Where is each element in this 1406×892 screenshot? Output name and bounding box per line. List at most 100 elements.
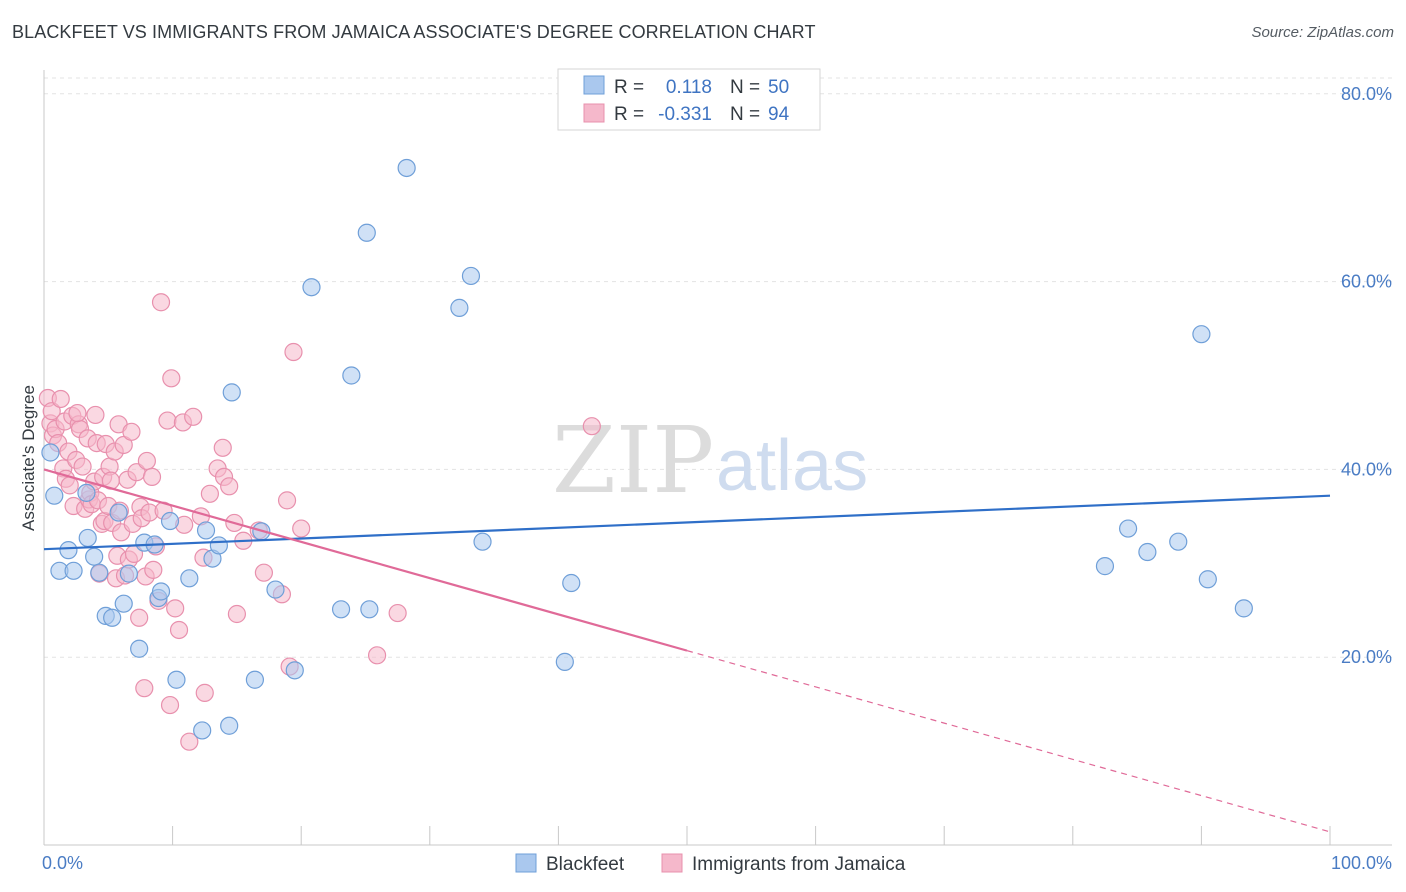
point-immigrants-from-jamaica-17 <box>73 457 92 476</box>
point-blackfeet-5 <box>78 528 97 548</box>
point-blackfeet-12 <box>119 564 138 583</box>
point-blackfeet-17 <box>151 582 171 601</box>
point-blackfeet-10 <box>109 503 128 522</box>
point-blackfeet-47 <box>1198 570 1217 589</box>
point-blackfeet-37 <box>450 298 469 317</box>
point-blackfeet-7 <box>90 563 109 582</box>
chart-source: Source: ZipAtlas.com <box>1251 24 1394 41</box>
point-blackfeet-33 <box>342 366 361 385</box>
point-immigrants-from-jamaica-66 <box>166 599 185 618</box>
point-blackfeet-2 <box>59 541 78 560</box>
legend-r-value-pink: -0.331 <box>658 104 712 125</box>
legend-swatch-blue <box>583 75 605 95</box>
trend-line-blackfeet <box>43 494 1331 551</box>
point-immigrants-from-jamaica-90 <box>367 646 387 665</box>
point-blackfeet-44 <box>1138 542 1157 562</box>
bottom-legend-label-jamaica: Immigrants from Jamaica <box>692 854 906 875</box>
point-immigrants-from-jamaica-71 <box>184 407 203 426</box>
point-blackfeet-32 <box>331 600 351 619</box>
point-immigrants-from-jamaica-79 <box>220 477 239 496</box>
x-tick-label-max: 100.0% <box>1331 853 1392 873</box>
point-blackfeet-29 <box>266 580 285 599</box>
point-immigrants-from-jamaica-70 <box>180 732 199 751</box>
point-blackfeet-25 <box>220 716 239 735</box>
point-immigrants-from-jamaica-93 <box>68 403 87 423</box>
point-blackfeet-6 <box>85 547 104 566</box>
point-immigrants-from-jamaica-65 <box>162 369 181 388</box>
point-blackfeet-31 <box>302 278 321 297</box>
point-immigrants-from-jamaica-64 <box>160 695 180 715</box>
point-blackfeet-22 <box>196 521 216 540</box>
bottom-legend-swatch-jamaica <box>661 853 683 873</box>
point-blackfeet-9 <box>103 608 122 627</box>
point-immigrants-from-jamaica-81 <box>227 604 246 624</box>
legend-n-value-blue: 50 <box>768 77 789 98</box>
watermark-atlas: atlas <box>716 426 868 506</box>
x-axis-tick-labels: 0.0% 100.0% <box>42 853 1392 873</box>
trend-line-immigrants-from-jamaica <box>43 468 688 652</box>
point-blackfeet-43 <box>1118 519 1138 538</box>
point-blackfeet-26 <box>222 383 241 402</box>
series-legend: Blackfeet Immigrants from Jamaica <box>515 853 906 875</box>
point-blackfeet-41 <box>562 573 581 593</box>
point-immigrants-from-jamaica-61 <box>151 293 171 312</box>
point-immigrants-from-jamaica-67 <box>169 620 189 640</box>
chart-title: BLACKFEET VS IMMIGRANTS FROM JAMAICA ASS… <box>12 22 816 42</box>
point-blackfeet-18 <box>160 511 180 531</box>
point-immigrants-from-jamaica-63 <box>158 411 177 430</box>
x-axis-ticks <box>43 826 1331 845</box>
stats-legend: R = 0.118 N = 50 R = -0.331 N = 94 <box>557 68 821 131</box>
point-immigrants-from-jamaica-53 <box>135 679 154 698</box>
point-blackfeet-46 <box>1192 325 1211 344</box>
point-blackfeet-13 <box>130 639 149 658</box>
point-blackfeet-21 <box>193 721 212 740</box>
point-immigrants-from-jamaica-46 <box>122 422 141 441</box>
point-blackfeet-11 <box>114 594 133 613</box>
point-blackfeet-4 <box>77 483 96 502</box>
legend-swatch-pink <box>583 103 605 123</box>
watermark: ZIP atlas <box>552 407 868 514</box>
point-immigrants-from-jamaica-24 <box>86 405 105 425</box>
bottom-legend-label-blackfeet: Blackfeet <box>546 854 625 875</box>
point-immigrants-from-jamaica-6 <box>51 389 70 409</box>
point-blackfeet-42 <box>1095 557 1115 576</box>
point-immigrants-from-jamaica-75 <box>200 484 219 503</box>
legend-r-label-blue: R = <box>614 77 644 98</box>
point-immigrants-from-jamaica-50 <box>130 608 149 627</box>
point-immigrants-from-jamaica-2 <box>42 402 61 421</box>
series-blackfeet-points <box>41 158 1253 740</box>
legend-n-value-pink: 94 <box>768 104 790 125</box>
y-tick-label-80: 80.0% <box>1341 84 1392 104</box>
point-immigrants-from-jamaica-92 <box>582 417 601 436</box>
trend-lines <box>43 468 1331 833</box>
point-blackfeet-35 <box>360 600 379 619</box>
point-immigrants-from-jamaica-77 <box>213 438 232 457</box>
trend-line-extension-immigrants-from-jamaica <box>686 650 1331 833</box>
y-axis-tick-labels: 20.0% 40.0% 60.0% 80.0% <box>1341 84 1392 667</box>
point-immigrants-from-jamaica-57 <box>142 467 162 487</box>
grid-lines <box>44 77 1392 658</box>
watermark-zip: ZIP <box>552 407 714 514</box>
point-blackfeet-39 <box>473 532 492 551</box>
point-blackfeet-30 <box>285 661 304 680</box>
point-immigrants-from-jamaica-86 <box>277 491 297 510</box>
point-blackfeet-24 <box>209 536 228 555</box>
point-blackfeet-40 <box>555 652 574 671</box>
point-immigrants-from-jamaica-84 <box>254 563 274 582</box>
point-immigrants-from-jamaica-58 <box>144 560 163 579</box>
point-blackfeet-45 <box>1169 532 1188 551</box>
y-tick-label-20: 20.0% <box>1341 647 1392 667</box>
legend-n-label-pink: N = <box>730 104 760 125</box>
point-blackfeet-38 <box>461 266 481 286</box>
y-axis-label: Associate's Degree <box>19 385 38 531</box>
point-blackfeet-36 <box>397 158 416 178</box>
point-blackfeet-48 <box>1234 599 1253 618</box>
legend-r-label-pink: R = <box>614 104 644 125</box>
y-tick-label-40: 40.0% <box>1341 459 1392 479</box>
point-blackfeet-49 <box>41 443 60 462</box>
y-tick-label-60: 60.0% <box>1341 272 1392 292</box>
point-immigrants-from-jamaica-74 <box>195 683 214 702</box>
point-blackfeet-0 <box>45 486 64 505</box>
legend-n-label-blue: N = <box>730 77 760 98</box>
